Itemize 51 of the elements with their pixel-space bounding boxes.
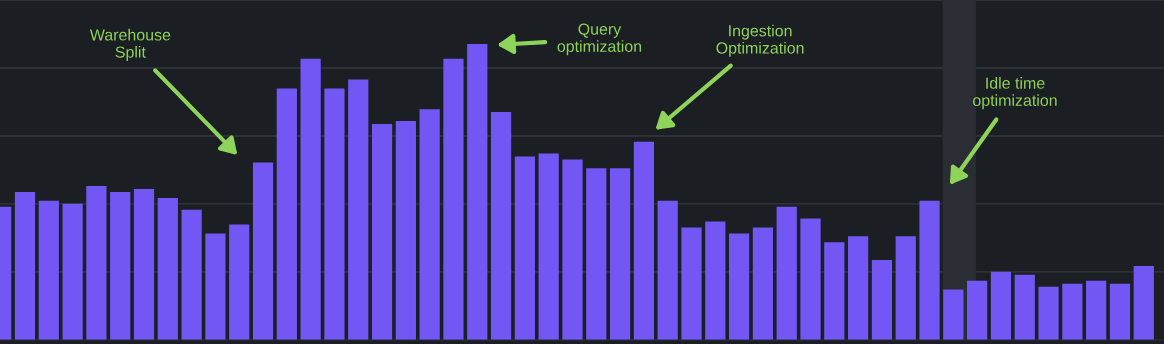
annotation: Query optimization (557, 23, 642, 56)
bar (990, 271, 1012, 340)
bar (133, 189, 155, 340)
bar (348, 79, 369, 340)
bar (157, 197, 178, 340)
bar (229, 224, 250, 340)
bar (1014, 274, 1035, 340)
annotation: Ingestion Optimization (716, 24, 804, 57)
bar (514, 156, 535, 340)
bar (276, 88, 297, 340)
bar (1062, 283, 1083, 340)
bar (1133, 265, 1154, 340)
bar (110, 191, 131, 340)
bar (800, 218, 821, 340)
bar (848, 236, 869, 340)
bar (38, 200, 59, 340)
bar (1086, 280, 1107, 340)
bar (562, 159, 583, 340)
bar (86, 186, 107, 340)
bar (895, 236, 916, 340)
bar (609, 168, 631, 340)
bar (824, 242, 845, 340)
bar (776, 206, 797, 340)
bar (538, 153, 559, 340)
bar (967, 280, 988, 340)
bar (324, 88, 345, 340)
bar (62, 203, 83, 340)
bar (728, 233, 750, 340)
bar (205, 233, 226, 340)
bar (300, 58, 321, 340)
annotation: Idle time optimization (973, 77, 1057, 110)
bar (943, 289, 964, 340)
bar (467, 44, 488, 340)
bar (633, 141, 655, 340)
bar (252, 162, 274, 340)
bar (419, 109, 440, 340)
bar (181, 209, 202, 340)
bar (443, 58, 464, 340)
bar (490, 112, 512, 340)
bar (657, 200, 678, 340)
bar (871, 260, 893, 340)
bar (1109, 283, 1131, 340)
bar (395, 120, 416, 340)
bar (371, 123, 393, 340)
bar (705, 221, 726, 340)
bar (681, 227, 702, 340)
bar (586, 168, 607, 340)
annotation: Warehouse Split (89, 28, 171, 61)
bar (919, 200, 940, 340)
bar (1038, 286, 1059, 340)
bar (752, 227, 774, 340)
